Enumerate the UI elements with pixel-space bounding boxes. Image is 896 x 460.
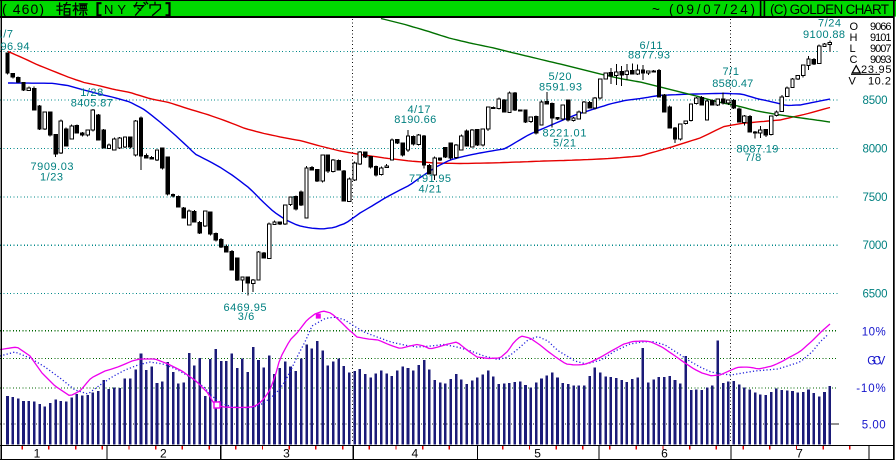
svg-text:10.2: 10.2 bbox=[868, 76, 891, 88]
svg-text:6469.95: 6469.95 bbox=[224, 302, 267, 314]
svg-text:1/7: 1/7 bbox=[0, 28, 13, 40]
svg-text:4/21: 4/21 bbox=[419, 184, 442, 196]
svg-text:8591.93: 8591.93 bbox=[539, 82, 582, 94]
svg-text:3: 3 bbox=[283, 447, 290, 460]
svg-text:1: 1 bbox=[34, 447, 41, 460]
svg-text:9100.88: 9100.88 bbox=[803, 29, 845, 41]
svg-text:1/28: 1/28 bbox=[80, 87, 103, 99]
svg-text:7/1: 7/1 bbox=[722, 66, 739, 78]
svg-text:( 460): ( 460) bbox=[2, 1, 44, 17]
svg-text:-10%: -10% bbox=[856, 383, 886, 395]
svg-text:9101: 9101 bbox=[870, 32, 892, 44]
svg-text:(C) GOLDEN CHART: (C) GOLDEN CHART bbox=[770, 2, 889, 17]
svg-text:7: 7 bbox=[796, 447, 803, 460]
svg-text:8796.94: 8796.94 bbox=[0, 41, 30, 53]
svg-text:8580.47: 8580.47 bbox=[712, 78, 753, 90]
svg-text:6500: 6500 bbox=[863, 289, 888, 301]
svg-text:9007: 9007 bbox=[870, 43, 892, 55]
svg-text:7000: 7000 bbox=[863, 240, 888, 252]
svg-text:8877.93: 8877.93 bbox=[628, 50, 670, 62]
svg-text:3/6: 3/6 bbox=[238, 311, 255, 323]
svg-text:6: 6 bbox=[661, 447, 668, 460]
svg-text:1/23: 1/23 bbox=[40, 172, 63, 184]
svg-text:~ (09/07/24): ~ (09/07/24) bbox=[652, 2, 755, 17]
svg-text:9066: 9066 bbox=[870, 21, 892, 33]
svg-text:8190.66: 8190.66 bbox=[394, 114, 436, 126]
svg-text:GCV: GCV bbox=[867, 356, 885, 368]
svg-text:7/8: 7/8 bbox=[745, 152, 762, 164]
svg-text:4: 4 bbox=[411, 447, 418, 460]
svg-text:V: V bbox=[849, 76, 857, 88]
svg-text:7791.95: 7791.95 bbox=[409, 173, 451, 185]
svg-text:2: 2 bbox=[160, 447, 167, 460]
svg-text:C: C bbox=[850, 54, 858, 66]
svg-text:9093: 9093 bbox=[870, 54, 892, 66]
svg-text:NY: NY bbox=[104, 2, 128, 17]
svg-text:8221.01: 8221.01 bbox=[543, 128, 587, 140]
svg-text:8000: 8000 bbox=[863, 143, 888, 155]
svg-text:10%: 10% bbox=[862, 327, 886, 339]
svg-text:5/21: 5/21 bbox=[553, 138, 576, 150]
svg-text:4/17: 4/17 bbox=[408, 104, 431, 116]
svg-text:O: O bbox=[850, 21, 859, 33]
svg-text:7/24: 7/24 bbox=[818, 18, 841, 30]
svg-text:L: L bbox=[850, 43, 856, 55]
svg-text:7909.03: 7909.03 bbox=[31, 161, 74, 173]
svg-text:H: H bbox=[850, 32, 858, 44]
svg-text:5.00: 5.00 bbox=[862, 420, 886, 432]
svg-text:5: 5 bbox=[534, 447, 541, 460]
svg-text:6/11: 6/11 bbox=[640, 40, 663, 52]
svg-text:8405.87: 8405.87 bbox=[71, 97, 113, 109]
svg-text:7500: 7500 bbox=[863, 192, 888, 204]
svg-text:8500: 8500 bbox=[863, 95, 888, 107]
svg-text:8087.19: 8087.19 bbox=[736, 143, 778, 155]
svg-text:5/20: 5/20 bbox=[549, 71, 572, 83]
svg-text:23.95: 23.95 bbox=[861, 64, 892, 76]
